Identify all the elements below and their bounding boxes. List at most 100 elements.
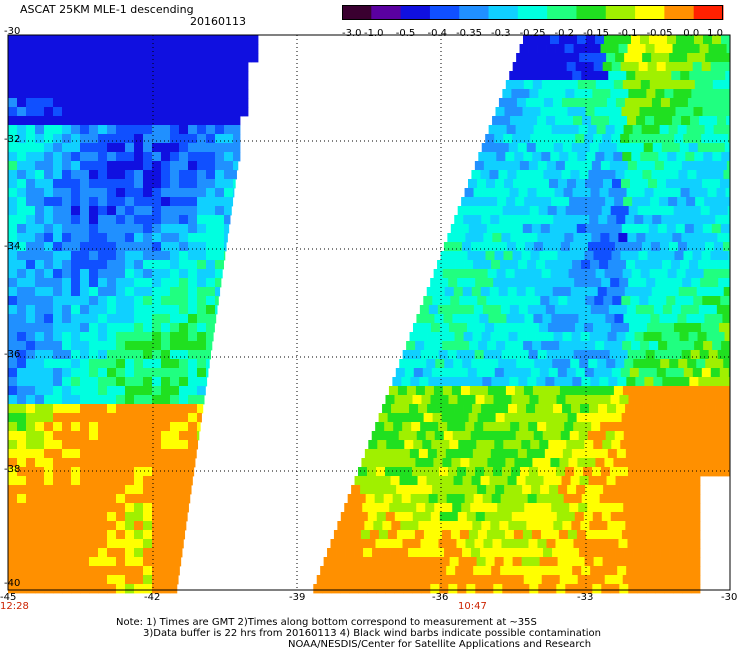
swath-cell (215, 71, 225, 81)
swath-cell (708, 116, 718, 126)
swath-cell (614, 431, 625, 441)
swath-cell (688, 215, 698, 225)
swath-cell (611, 557, 622, 567)
swath-cell (708, 233, 718, 243)
swath-cell (466, 278, 476, 288)
swath-cell (560, 197, 570, 207)
swath-cell (35, 107, 45, 117)
swath-cell (644, 494, 655, 504)
swath-cell (338, 566, 348, 576)
swath-cell (170, 458, 180, 468)
swath-cell (555, 539, 565, 549)
swath-cell (188, 476, 193, 486)
swath-cell (721, 152, 731, 162)
swath-cell (520, 395, 530, 405)
swath-cell (116, 557, 126, 567)
swath-cell (577, 269, 588, 279)
swath-cell (197, 395, 205, 405)
swath-cell (528, 422, 538, 432)
swath-cell (531, 530, 542, 540)
swath-cell (568, 80, 579, 90)
swath-cell (98, 188, 108, 198)
swath-cell (170, 152, 180, 162)
swath-cell (428, 494, 439, 504)
swath-cell (684, 485, 694, 495)
swath-cell (701, 440, 711, 450)
swath-cell (116, 431, 126, 441)
swath-cell (17, 314, 27, 324)
swath-cell (388, 575, 399, 585)
swath-cell (576, 485, 586, 495)
swath-cell (53, 314, 63, 324)
swath-cell (143, 521, 153, 531)
swath-cell (44, 143, 54, 153)
swath-cell (615, 287, 626, 297)
swath-cell (116, 449, 126, 459)
colorbar-tick-label: -0.5 (396, 28, 416, 39)
swath-cell (465, 350, 476, 360)
swath-cell (620, 251, 630, 261)
swath-cell (650, 314, 660, 324)
swath-cell (80, 233, 90, 243)
swath-cell (542, 197, 552, 207)
swath-cell (89, 125, 99, 135)
swath-cell (89, 305, 99, 315)
swath-cell (708, 350, 719, 360)
swath-cell (44, 296, 54, 306)
swath-cell (657, 107, 667, 117)
swath-cell (638, 557, 649, 567)
swath-cell (488, 503, 498, 513)
swath-cell (413, 440, 423, 450)
swath-cell (457, 278, 467, 288)
swath-cell (580, 404, 590, 414)
swath-cell (333, 530, 344, 540)
swath-cell (369, 485, 379, 495)
swath-cell (472, 521, 482, 531)
swath-cell (540, 530, 551, 540)
swath-cell (17, 530, 27, 540)
swath-cell (649, 575, 660, 585)
swath-cell (8, 386, 18, 396)
swath-cell (98, 53, 108, 63)
swath-cell (26, 359, 36, 369)
swath-cell (17, 278, 27, 288)
swath-cell (233, 107, 243, 117)
swath-cell (595, 341, 605, 351)
swath-cell (161, 521, 171, 531)
swath-cell (461, 314, 471, 324)
swath-cell (35, 188, 45, 198)
swath-cell (411, 422, 421, 432)
swath-cell (535, 143, 546, 153)
swath-cell (683, 179, 694, 189)
swath-cell (647, 440, 657, 450)
swath-cell (394, 512, 405, 522)
swath-cell (680, 260, 690, 270)
swath-cell (688, 143, 699, 153)
swath-cell (477, 296, 487, 306)
swath-cell (26, 341, 36, 351)
swath-cell (588, 98, 599, 108)
swath-cell (454, 332, 464, 342)
swath-cell (570, 548, 580, 558)
swath-cell (552, 548, 562, 558)
swath-cell (570, 170, 580, 180)
swath-cell (206, 314, 216, 324)
swath-cell (562, 404, 572, 414)
swath-cell (546, 233, 556, 243)
swath-cell (496, 341, 506, 351)
swath-cell (89, 260, 99, 270)
swath-cell (143, 170, 153, 180)
swath-cell (44, 350, 54, 360)
swath-cell (215, 242, 225, 252)
swath-cell (455, 494, 466, 504)
swath-cell (206, 89, 216, 99)
swath-cell (618, 467, 629, 477)
swath-cell (666, 107, 676, 117)
swath-cell (717, 116, 727, 126)
swath-cell (444, 287, 455, 297)
swath-cell (161, 224, 171, 234)
swath-cell (677, 242, 688, 252)
swath-cell (134, 386, 144, 396)
swath-cell (62, 449, 72, 459)
swath-cell (71, 296, 81, 306)
